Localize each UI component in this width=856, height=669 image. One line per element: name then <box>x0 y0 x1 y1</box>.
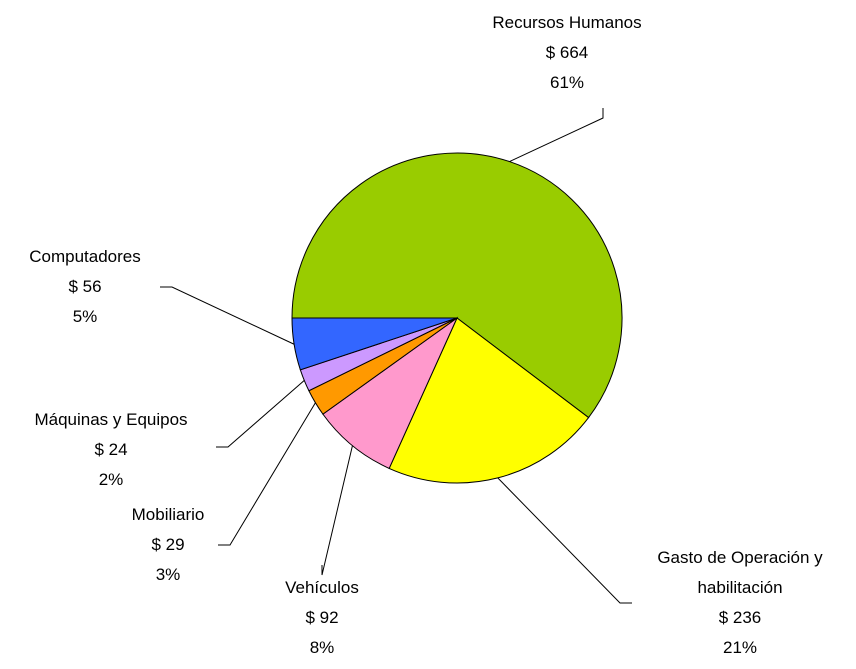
category-label: Vehículos <box>285 578 359 597</box>
category-label: Recursos Humanos <box>492 13 641 32</box>
percent-label: 21% <box>723 638 757 657</box>
slice-label: Computadores $ 56 5% <box>29 247 141 326</box>
slice-label: Máquinas y Equipos $ 24 2% <box>34 410 187 489</box>
slice-label: Recursos Humanos $ 664 61% <box>492 13 641 92</box>
value-label: $ 664 <box>546 43 589 62</box>
value-label: $ 56 <box>68 277 101 296</box>
slice-label: Gasto de Operación y habilitación $ 236 21% <box>657 548 823 657</box>
value-label: $ 29 <box>151 535 184 554</box>
slice-label: Vehículos $ 92 8% <box>285 578 359 657</box>
value-label: $ 236 <box>719 608 762 627</box>
leader-line <box>509 108 604 163</box>
percent-label: 8% <box>310 638 335 657</box>
value-label: $ 24 <box>94 440 127 459</box>
percent-label: 61% <box>550 73 584 92</box>
percent-label: 3% <box>156 565 181 584</box>
percent-label: 5% <box>73 307 98 326</box>
leader-line <box>497 477 632 604</box>
category-label: Computadores <box>29 247 141 266</box>
pie-slice <box>322 316 459 470</box>
leader-line <box>160 286 295 345</box>
pie-slice <box>291 152 623 419</box>
percent-label: 2% <box>99 470 124 489</box>
pie-slice <box>388 317 590 484</box>
value-label: $ 92 <box>305 608 338 627</box>
slice-label: Mobiliario $ 29 3% <box>132 505 205 584</box>
pie-slice <box>291 317 458 371</box>
category-label: Máquinas y Equipos <box>34 410 187 429</box>
category-label: Gasto de Operación y habilitación <box>657 548 823 597</box>
leader-line <box>321 445 353 576</box>
category-label: Mobiliario <box>132 505 205 524</box>
leader-line <box>216 380 305 448</box>
leader-line <box>218 402 316 546</box>
